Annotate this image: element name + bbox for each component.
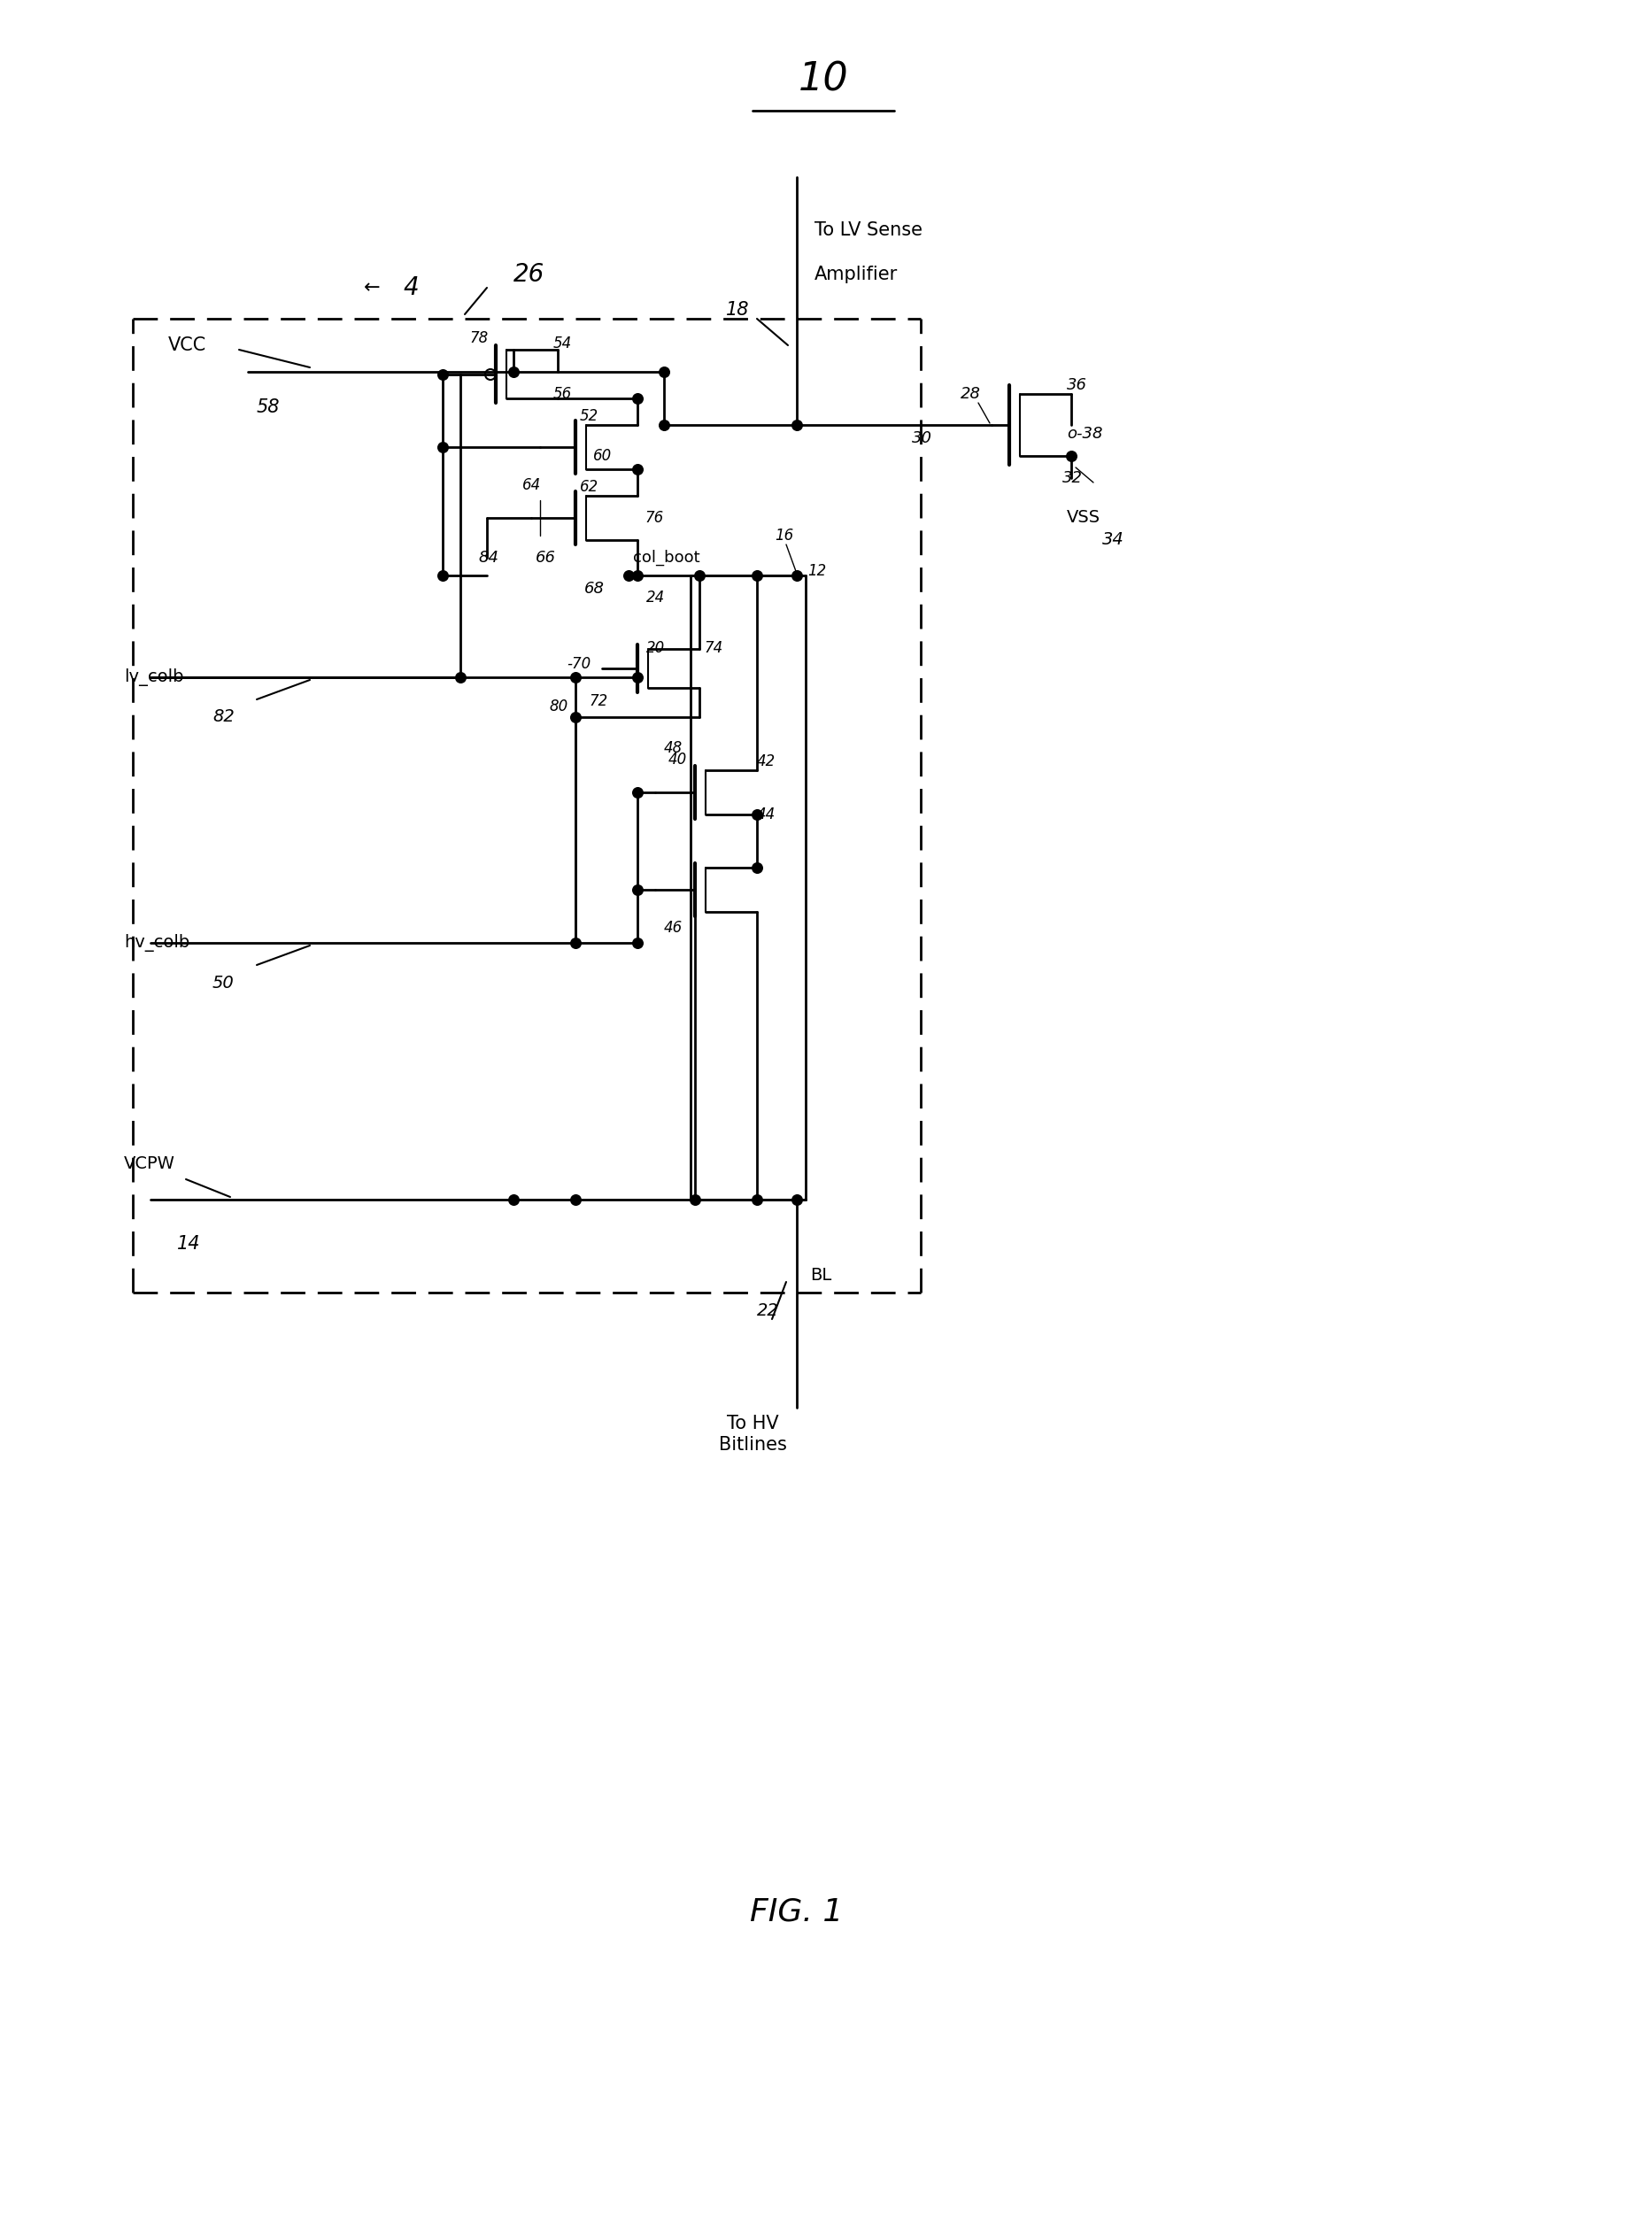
- Point: [624, 660, 651, 696]
- Text: 42: 42: [757, 754, 776, 770]
- Point: [783, 1182, 809, 1218]
- Point: [624, 872, 651, 908]
- Point: [448, 660, 474, 696]
- Point: [682, 1182, 709, 1218]
- Text: 52: 52: [580, 408, 598, 424]
- Text: 22: 22: [757, 1303, 778, 1319]
- Text: FIG. 1: FIG. 1: [750, 1896, 844, 1928]
- Text: -70: -70: [567, 656, 591, 672]
- Text: 84: 84: [477, 549, 499, 567]
- Text: Amplifier: Amplifier: [814, 265, 899, 283]
- Point: [783, 406, 809, 442]
- Point: [430, 428, 456, 464]
- Text: 76: 76: [644, 511, 664, 527]
- Point: [624, 926, 651, 962]
- Text: 34: 34: [1102, 531, 1123, 549]
- Text: 78: 78: [469, 330, 487, 346]
- Point: [624, 451, 651, 486]
- Point: [501, 1182, 527, 1218]
- Point: [686, 558, 712, 593]
- Point: [562, 660, 588, 696]
- Point: [562, 926, 588, 962]
- Text: 44: 44: [757, 808, 776, 823]
- Point: [651, 355, 677, 390]
- Text: 62: 62: [580, 480, 598, 495]
- Point: [615, 558, 641, 593]
- Text: 32: 32: [1062, 471, 1082, 486]
- Text: 66: 66: [535, 549, 557, 567]
- Point: [743, 558, 770, 593]
- Text: ←: ←: [363, 279, 380, 297]
- Point: [501, 355, 527, 390]
- Text: BL: BL: [809, 1267, 831, 1283]
- Text: 82: 82: [213, 709, 235, 725]
- Point: [743, 850, 770, 886]
- Point: [430, 558, 456, 593]
- Text: o-38: o-38: [1067, 426, 1102, 442]
- Text: 20: 20: [646, 640, 666, 656]
- Text: 36: 36: [1067, 377, 1087, 393]
- Point: [624, 558, 651, 593]
- Text: 74: 74: [704, 640, 722, 656]
- Point: [743, 796, 770, 832]
- Point: [624, 774, 651, 810]
- Text: VSS: VSS: [1067, 509, 1100, 527]
- Point: [562, 698, 588, 734]
- Point: [651, 406, 677, 442]
- Point: [562, 1182, 588, 1218]
- Text: 24: 24: [646, 589, 666, 605]
- Text: To LV Sense: To LV Sense: [814, 221, 922, 239]
- Text: 56: 56: [553, 386, 572, 402]
- Point: [783, 558, 809, 593]
- Text: hv_colb: hv_colb: [124, 935, 190, 953]
- Point: [430, 357, 456, 393]
- Point: [743, 1182, 770, 1218]
- Text: To HV
Bitlines: To HV Bitlines: [719, 1414, 786, 1452]
- Text: 40: 40: [669, 752, 687, 767]
- Text: VCPW: VCPW: [124, 1156, 175, 1174]
- Text: 12: 12: [808, 562, 826, 580]
- Text: 46: 46: [664, 919, 682, 935]
- Text: lv_colb: lv_colb: [124, 669, 183, 687]
- Text: 10: 10: [798, 60, 849, 98]
- Text: 16: 16: [775, 529, 793, 544]
- Text: 18: 18: [725, 301, 750, 319]
- Text: col_boot: col_boot: [633, 549, 700, 567]
- Text: 14: 14: [177, 1236, 200, 1254]
- Text: 72: 72: [588, 694, 608, 709]
- Text: 48: 48: [664, 741, 682, 756]
- Text: 54: 54: [553, 335, 572, 352]
- Text: 30: 30: [912, 431, 932, 446]
- Text: 80: 80: [548, 698, 568, 714]
- Text: 60: 60: [593, 448, 611, 464]
- Text: 4: 4: [403, 274, 418, 301]
- Text: VCC: VCC: [169, 337, 206, 355]
- Point: [1057, 437, 1084, 473]
- Text: 50: 50: [213, 975, 235, 991]
- Point: [624, 382, 651, 417]
- Text: 68: 68: [585, 580, 605, 596]
- Text: 64: 64: [522, 477, 542, 493]
- Text: 28: 28: [960, 386, 981, 402]
- Text: 26: 26: [514, 261, 545, 288]
- Text: 58: 58: [256, 399, 281, 417]
